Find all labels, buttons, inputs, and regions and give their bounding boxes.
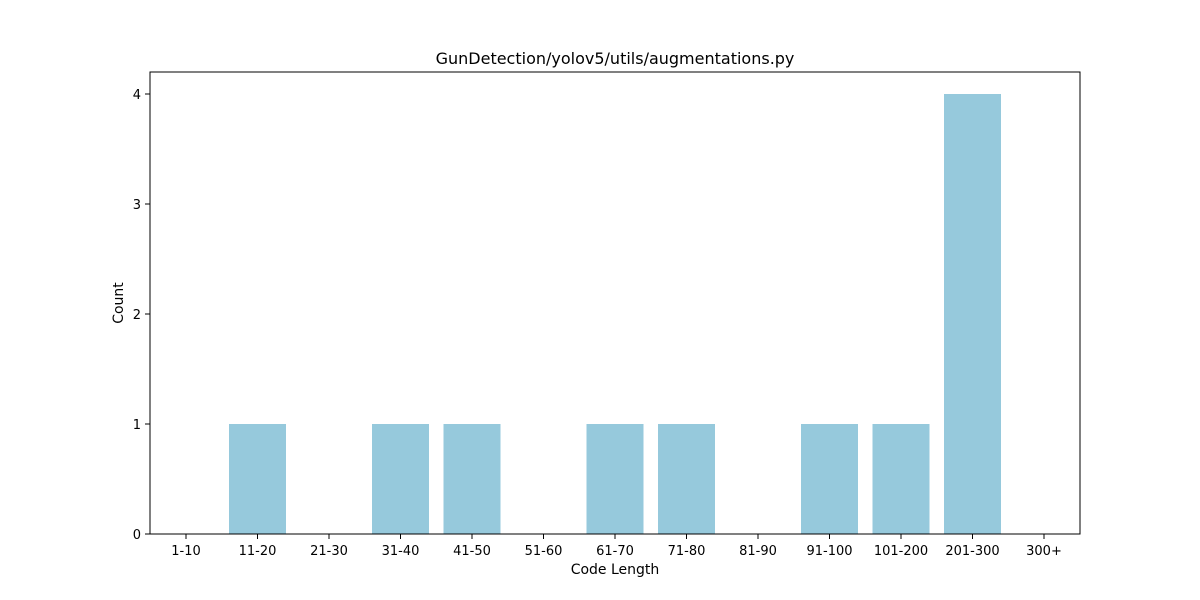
bar-201-300 <box>944 94 1001 534</box>
x-tick-label: 91-100 <box>806 544 852 559</box>
x-tick-label: 101-200 <box>874 544 928 559</box>
bar-101-200 <box>872 424 930 534</box>
x-tick-label: 300+ <box>1026 544 1062 559</box>
x-tick-label: 31-40 <box>382 544 420 559</box>
x-tick-label: 1-10 <box>171 544 201 559</box>
x-tick-label: 81-90 <box>739 544 777 559</box>
y-axis-label: Count <box>111 282 127 324</box>
x-axis-ticks: 1-10 11-20 21-30 31-40 41-50 51-60 61-70 71-80 8… <box>171 534 1062 559</box>
bar-61-70 <box>586 424 644 534</box>
bar-11-20 <box>229 424 286 534</box>
y-tick-label: 2 <box>133 308 141 323</box>
y-axis-ticks: 0 1 2 3 4 <box>133 88 150 543</box>
y-tick-label: 1 <box>133 418 141 433</box>
y-tick-label: 0 <box>133 528 141 543</box>
x-tick-label: 61-70 <box>596 544 634 559</box>
y-tick-label: 3 <box>133 198 141 213</box>
bar-91-100 <box>801 424 858 534</box>
x-axis-label: Code Length <box>571 562 660 578</box>
x-tick-label: 51-60 <box>525 544 563 559</box>
y-tick-label: 4 <box>133 88 141 103</box>
bars-group <box>229 94 1001 534</box>
x-tick-label: 11-20 <box>239 544 277 559</box>
x-tick-label: 201-300 <box>945 544 999 559</box>
bar-71-80 <box>658 424 715 534</box>
x-tick-label: 21-30 <box>310 544 348 559</box>
bar-41-50 <box>443 424 501 534</box>
bar-31-40 <box>372 424 429 534</box>
chart-title: GunDetection/yolov5/utils/augmentations.… <box>436 49 795 68</box>
x-tick-label: 71-80 <box>668 544 706 559</box>
x-tick-label: 41-50 <box>453 544 491 559</box>
